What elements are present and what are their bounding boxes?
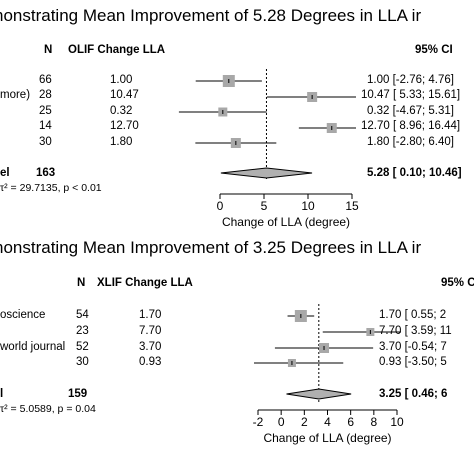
chart-2-overall-ci: 3.25 [ 0.46; 6 [379,388,448,400]
chart-1-study-n: 14 [39,120,52,132]
chart-2-study-n: 54 [76,309,89,321]
chart-2-overall-n: 159 [68,388,88,400]
chart-1-study-n: 30 [39,136,52,148]
chart-1-study-estimate: 0.32 [110,105,133,117]
chart-2-x-tick-label: 0 [278,415,285,429]
chart-1-header-n: N [44,44,53,56]
chart-1-study-ci: 0.32 [-4.67; 5.31] [367,105,454,117]
chart-2-study-ci: 3.70 [-0.54; 7 [379,341,447,353]
chart-1-study-ci: 12.70 [ 8.96; 16.44] [361,120,461,132]
chart-1-study-n: 28 [39,89,52,101]
chart-1-study-estimate: 10.47 [110,89,139,101]
chart-2-heterogeneity: τ² = 5.0589, p = 0.04 [0,403,96,415]
chart-2-study-n: 52 [76,341,89,353]
chart-2-title: nonstrating Mean Improvement of 3.25 Deg… [0,238,422,257]
chart-2-x-tick-label: 4 [324,415,331,429]
chart-2-study-ci: 0.93 [-3.50; 5 [379,356,447,368]
chart-2-x-tick-label: 8 [370,415,377,429]
chart-2-study-estimate: 3.70 [139,341,162,353]
chart-2-study-estimate: 1.70 [139,309,162,321]
chart-2-overall-diamond [286,388,352,400]
chart-2-study-label: world journal [0,341,66,353]
chart-1-title: nonstrating Mean Improvement of 5.28 Deg… [0,6,422,25]
chart-2-overall-label: l [0,388,4,400]
chart-2-x-tick-label: 10 [390,415,404,429]
chart-1-study-ci: 1.00 [-2.76; 4.76] [367,74,454,86]
chart-1-header-ci: 95% CI [415,44,453,56]
chart-1-overall-label: el [0,167,10,179]
chart-2-header-n: N [77,277,86,289]
chart-1-study-n: 25 [39,105,52,117]
chart-2-study-estimate: 7.70 [139,325,162,337]
chart-2-header-estimate: XLIF Change LLA [97,277,193,289]
chart-2-study-ci: 1.70 [ 0.55; 2 [379,309,447,321]
chart-1-heterogeneity: τ² = 29.7135, p < 0.01 [0,182,102,194]
chart-1-study-estimate: 12.70 [110,120,139,132]
chart-2-study-ci: 7.70 [ 3.59; 11 [379,325,452,337]
chart-1-study-n: 66 [39,74,52,86]
chart-1-x-tick-label: 0 [217,199,224,213]
chart-1-x-tick-label: 10 [301,199,315,213]
chart-1-overall-ci: 5.28 [ 0.10; 10.46] [367,167,462,179]
chart-1-study-ci: 1.80 [-2.80; 6.40] [367,136,454,148]
chart-2-study-n: 30 [76,356,89,368]
chart-2-x-tick-label: 6 [347,415,354,429]
chart-1-study-estimate: 1.80 [110,136,133,148]
chart-2-x-axis-label: Change of LLA (degree) [263,431,391,445]
chart-2-study-estimate: 0.93 [139,356,162,368]
chart-2-study-label: oscience [0,309,46,321]
chart-1-overall-n: 163 [36,167,56,179]
chart-1-overall-diamond [220,167,313,179]
chart-1-study-estimate: 1.00 [110,74,133,86]
chart-1-x-axis-label: Change of LLA (degree) [222,215,350,229]
chart-1-study-label: more) [0,89,31,101]
chart-1-study-ci: 10.47 [ 5.33; 15.61] [361,89,461,101]
chart-1-x-tick-label: 5 [261,199,268,213]
chart-2-header-ci: 95% C [441,277,474,289]
chart-1-header-estimate: OLIF Change LLA [68,44,166,56]
chart-1-x-tick-label: 15 [345,199,359,213]
chart-2-x-tick-label: -2 [253,415,264,429]
chart-2-study-n: 23 [76,325,89,337]
chart-2-x-tick-label: 2 [301,415,308,429]
